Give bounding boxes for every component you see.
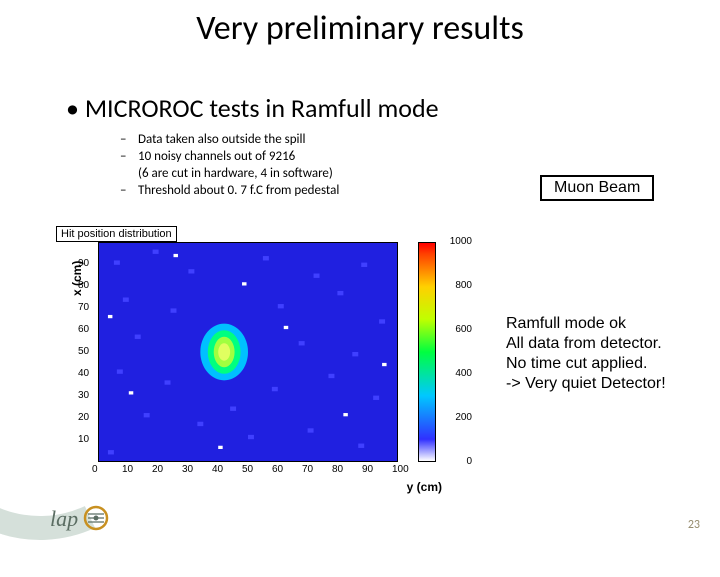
y-tick: 50: [78, 346, 89, 357]
annotation-line: -> Very quiet Detector!: [506, 374, 666, 394]
x-tick: 70: [302, 464, 313, 475]
sub-bullet-text: Threshold about 0. 7 f.C from pedestal: [138, 183, 339, 200]
x-tick: 40: [212, 464, 223, 475]
hit-position-chart: Hit position distribution x (cm): [52, 226, 472, 494]
x-tick: 90: [362, 464, 373, 475]
colorbar-tick: 800: [455, 280, 472, 291]
x-tick: 20: [152, 464, 163, 475]
y-tick: 10: [78, 434, 89, 445]
annotation-line: No time cut applied.: [506, 354, 666, 374]
svg-text:lap: lap: [50, 506, 78, 531]
page-number: 23: [688, 518, 700, 532]
colorbar-tick: 400: [455, 368, 472, 379]
y-tick: 70: [78, 302, 89, 313]
x-tick: 30: [182, 464, 193, 475]
colorbar-tick: 600: [455, 324, 472, 335]
annotation-line: Ramfull mode ok: [506, 314, 666, 334]
colorbar: [418, 242, 436, 462]
sub-bullet-text: (6 are cut in hardware, 4 in software): [138, 166, 333, 183]
colorbar-tick: 200: [455, 412, 472, 423]
y-tick: 30: [78, 390, 89, 401]
x-tick: 60: [272, 464, 283, 475]
chart-title: Hit position distribution: [56, 226, 177, 242]
y-tick: 90: [78, 258, 89, 269]
y-tick: 20: [78, 412, 89, 423]
annotation-text: Ramfull mode ok All data from detector. …: [506, 314, 666, 394]
main-bullet: MICROROC tests in Ramfull mode: [66, 92, 439, 124]
chart-xlabel: y (cm): [407, 480, 442, 494]
sub-bullet-text: 10 noisy channels out of 9216: [138, 149, 295, 166]
x-tick: 100: [392, 464, 409, 475]
sub-bullet-text: Data taken also outside the spill: [138, 132, 306, 149]
lapp-logo: lap: [50, 504, 118, 534]
y-tick: 60: [78, 324, 89, 335]
colorbar-tick: 1000: [450, 236, 472, 247]
sub-bullet-list: –Data taken also outside the spill –10 n…: [120, 132, 339, 200]
x-tick: 80: [332, 464, 343, 475]
y-tick: 80: [78, 280, 89, 291]
heatmap-plot: [98, 242, 398, 462]
annotation-line: All data from detector.: [506, 334, 666, 354]
muon-beam-label: Muon Beam: [540, 175, 654, 201]
x-tick: 10: [122, 464, 133, 475]
x-tick: 50: [242, 464, 253, 475]
x-tick: 0: [92, 464, 98, 475]
y-tick: 40: [78, 368, 89, 379]
colorbar-tick: 0: [466, 456, 472, 467]
slide-title: Very preliminary results: [0, 8, 720, 49]
